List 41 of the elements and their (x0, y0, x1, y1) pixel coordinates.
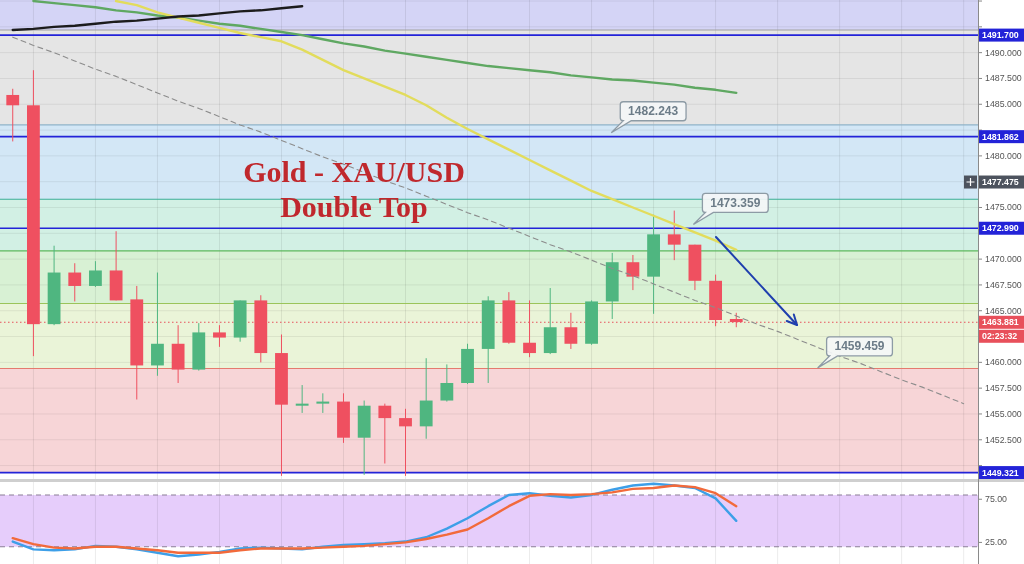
ref-line-label: 1491.700 (982, 30, 1019, 41)
line-series (11, 4, 304, 32)
y-tick-label: 1490.000 (985, 47, 1022, 58)
ref-line-label: 1449.321 (982, 467, 1019, 478)
annotation: 1459.459 (834, 339, 885, 354)
y-tick-label: 1457.500 (985, 383, 1022, 394)
candlestick (667, 210, 681, 261)
candlestick (440, 363, 454, 403)
line-series (12, 36, 965, 405)
y-tick-label: 25.00 (985, 537, 1008, 548)
y-tick-label: 1452.500 (985, 434, 1022, 445)
ref-line-label: 1481.862 (982, 131, 1019, 142)
y-tick-label: 1485.000 (985, 99, 1022, 110)
ref-line-label: 1472.990 (982, 223, 1019, 234)
ref-line-label: 1463.881 (982, 317, 1019, 328)
y-tick-label: 1460.000 (985, 357, 1022, 368)
candlestick (626, 254, 640, 291)
candlestick (316, 392, 330, 414)
text: Double Top (280, 190, 428, 223)
annotation: 1473.359 (710, 195, 761, 210)
line-series (32, 0, 738, 95)
text: 1477.475 (982, 177, 1019, 188)
candlestick (213, 324, 226, 348)
candlestick (399, 408, 412, 477)
candlestick (6, 88, 20, 142)
y-tick-label: 1475.000 (985, 202, 1022, 213)
y-tick-label: 1480.000 (985, 150, 1022, 161)
candlestick (68, 262, 82, 302)
y-tick-label: 75.00 (985, 494, 1008, 505)
y-tick-label: 1465.000 (985, 305, 1022, 316)
y-tick-label: 1467.500 (985, 279, 1022, 290)
candlestick (295, 384, 309, 414)
candlestick (151, 272, 164, 377)
candlestick (378, 403, 392, 465)
y-tick-label: 1455.000 (985, 408, 1022, 419)
text: Gold - XAU/USD (243, 155, 465, 188)
text: 02:23:32 (982, 331, 1018, 342)
annotation: 1482.243 (628, 104, 679, 119)
candlestick (89, 260, 102, 288)
y-tick-label: 1470.000 (985, 254, 1022, 265)
y-tick-label: 1487.500 (985, 73, 1022, 84)
